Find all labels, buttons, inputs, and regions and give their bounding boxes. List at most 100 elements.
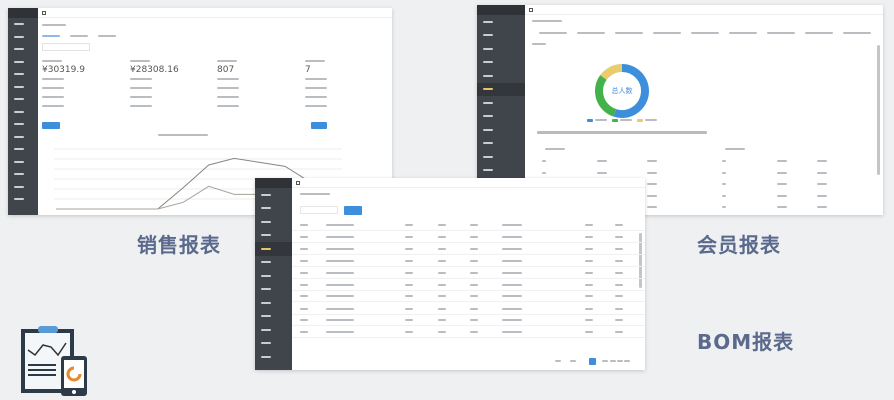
sidebar-item[interactable] [477,123,525,137]
sidebar-brand [477,5,525,15]
sidebar-item[interactable] [8,131,38,144]
search-input[interactable] [300,206,338,214]
stat-detail [305,78,327,80]
sidebar-item[interactable] [8,18,38,31]
sidebar-item[interactable] [255,296,292,310]
table-cell [615,319,623,321]
sidebar-item[interactable] [255,350,292,364]
sidebar-item-active[interactable] [477,82,525,96]
sidebar-item[interactable] [477,137,525,151]
legend-swatch [587,119,593,122]
search-button[interactable] [344,206,362,215]
sidebar-item[interactable] [255,229,292,243]
sidebar-item[interactable] [255,283,292,297]
table-cell [585,248,593,250]
date-select[interactable] [42,43,90,51]
menu-grid-icon[interactable] [296,181,300,185]
table-cell [470,236,478,238]
stat-value: 7 [305,65,311,75]
table-cell [502,224,522,226]
sidebar-item[interactable] [8,106,38,119]
sidebar-item[interactable] [8,181,38,194]
sidebar-item[interactable] [8,93,38,106]
table-cell [585,272,593,274]
cell [722,160,726,162]
sidebar-item[interactable] [477,110,525,124]
caption-sales: 销售报表 [137,233,221,257]
table-cell [300,295,308,297]
table-cell [615,331,623,333]
range-button[interactable] [311,122,327,129]
sidebar-item[interactable] [8,193,38,206]
sidebar-item[interactable] [8,68,38,81]
table-cell [438,295,446,297]
sidebar-item[interactable] [8,81,38,94]
tab [42,35,60,37]
sidebar-item[interactable] [8,31,38,44]
sidebar-item[interactable] [477,96,525,110]
legend-swatch [637,119,643,122]
cell [777,195,787,197]
sidebar-item[interactable] [477,164,525,178]
table-cell [585,319,593,321]
tab [70,35,88,37]
pagination-item [617,360,623,362]
cell [817,160,827,162]
tab [805,32,833,34]
query-button[interactable] [42,122,60,129]
sidebar-item[interactable] [255,215,292,229]
table-cell [470,284,478,286]
sidebar-item[interactable] [477,15,525,29]
sidebar-item[interactable] [477,56,525,70]
table-cell [326,272,354,274]
sidebar-item[interactable] [255,310,292,324]
table-cell [470,319,478,321]
sidebar-item[interactable] [255,202,292,216]
sidebar-item[interactable] [8,43,38,56]
cell [647,206,657,208]
stat-detail [217,78,239,80]
sidebar-item[interactable] [255,269,292,283]
sidebar-item[interactable] [477,42,525,56]
table-cell [326,319,354,321]
table-cell [470,295,478,297]
tab [691,32,719,34]
cell [542,172,546,174]
table-cell [502,331,522,333]
sidebar-item[interactable] [477,150,525,164]
cell [647,195,657,197]
sidebar-item[interactable] [8,56,38,69]
cell [722,195,726,197]
sidebar-item[interactable] [8,143,38,156]
tab [539,32,567,34]
cell [777,206,787,208]
table-cell [502,248,522,250]
sidebar-item[interactable] [8,168,38,181]
menu-grid-icon[interactable] [529,8,533,12]
stat-detail [130,105,152,107]
table-cell [438,236,446,238]
caption-member: 会员报表 [697,233,781,257]
sidebar-item-active[interactable] [255,242,292,256]
sidebar-item[interactable] [477,69,525,83]
table-cell [615,308,623,310]
sidebar-item[interactable] [255,337,292,351]
sidebar-item[interactable] [255,188,292,202]
stat-label [130,60,150,62]
cell [817,172,827,174]
vertical-scrollbar[interactable] [877,45,880,175]
page-1-button[interactable] [589,358,596,365]
table-cell [405,272,413,274]
sidebar-item[interactable] [255,323,292,337]
table-cell [502,260,522,262]
vertical-scrollbar[interactable] [639,233,642,288]
table-cell [502,236,522,238]
sidebar-item[interactable] [8,156,38,169]
table-cell [502,319,522,321]
sidebar-item[interactable] [477,29,525,43]
sidebar-item[interactable] [8,118,38,131]
horizontal-scrollbar[interactable] [537,131,707,134]
table-cell [615,272,623,274]
sidebar-item[interactable] [255,256,292,270]
menu-grid-icon[interactable] [42,11,46,15]
